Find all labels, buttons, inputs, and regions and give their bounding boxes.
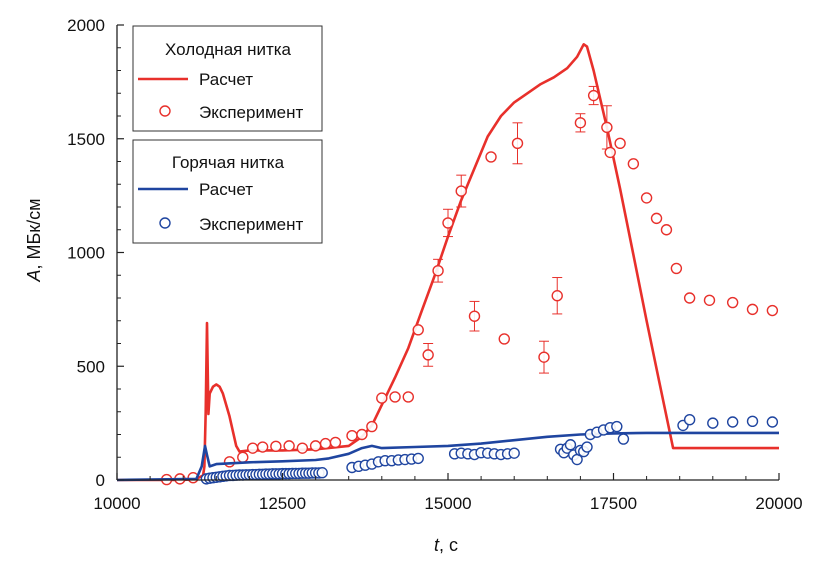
x-tick-label: 10000 xyxy=(93,494,140,513)
data-point-hot xyxy=(316,467,328,479)
data-point-cold xyxy=(389,391,401,403)
data-point-cold xyxy=(498,333,510,345)
data-point-cold xyxy=(356,428,368,441)
x-tick-label: 17500 xyxy=(590,494,637,513)
data-point-cold xyxy=(703,294,716,306)
legend-hot-line-label: Расчет xyxy=(199,180,253,199)
y-tick-label: 0 xyxy=(96,471,105,490)
legend-cold-marker-swatch xyxy=(159,105,171,117)
data-point-hot xyxy=(581,441,593,453)
data-point-cold xyxy=(670,262,683,275)
data-point-hot xyxy=(766,416,779,428)
data-point-hot xyxy=(508,447,520,459)
data-point-cold xyxy=(270,440,282,453)
data-point-cold xyxy=(683,292,696,304)
data-point-cold xyxy=(746,303,759,316)
data-point-cold xyxy=(309,440,322,452)
data-point-cold xyxy=(551,290,563,302)
x-tick-label: 12500 xyxy=(259,494,306,513)
data-point-cold xyxy=(455,185,467,197)
y-axis-title-unit: , МБк/см xyxy=(24,198,44,269)
legend-hot-marker-swatch xyxy=(159,217,171,229)
series-line-hot xyxy=(116,431,779,482)
data-point-cold xyxy=(660,224,673,236)
y-axis-title-symbol: A xyxy=(24,270,44,283)
legend-hot-box xyxy=(132,139,323,244)
data-point-cold xyxy=(614,137,626,150)
data-point-hot xyxy=(683,414,696,426)
data-point-cold xyxy=(432,265,444,277)
data-point-cold xyxy=(223,456,236,468)
data-point-cold xyxy=(640,192,653,204)
data-point-cold xyxy=(485,151,497,163)
data-point-hot xyxy=(611,420,623,433)
data-point-cold xyxy=(422,349,434,361)
data-point-cold xyxy=(766,304,779,317)
y-tick-label: 2000 xyxy=(67,16,105,35)
legend-hot-group: Горячая нитка Расчет Эксперимент xyxy=(132,139,323,244)
data-point-cold xyxy=(247,442,259,454)
data-point-hot xyxy=(412,452,424,465)
legend-hot-marker-label: Эксперимент xyxy=(199,215,303,234)
data-point-cold xyxy=(402,391,414,403)
data-point-hot xyxy=(564,439,577,451)
data-point-cold xyxy=(511,137,524,150)
data-point-hot xyxy=(617,433,630,445)
x-tick-label: 15000 xyxy=(424,494,471,513)
legend-cold-group: Холодная нитка Расчет Эксперимент xyxy=(132,25,323,132)
legend-cold-marker-label: Эксперимент xyxy=(199,103,303,122)
x-axis-title: t, с xyxy=(434,535,458,555)
legend-cold-title: Холодная нитка xyxy=(165,40,292,59)
data-point-cold xyxy=(256,441,269,453)
data-point-cold xyxy=(650,212,663,225)
data-point-cold xyxy=(604,146,616,159)
data-point-cold xyxy=(726,296,739,309)
data-point-cold xyxy=(442,217,454,229)
data-point-cold xyxy=(601,121,613,134)
x-axis-title-unit: , с xyxy=(439,535,458,555)
y-tick-label: 1500 xyxy=(67,130,105,149)
series-line-cold xyxy=(117,43,779,482)
data-point-cold xyxy=(296,442,309,454)
data-point-cold xyxy=(587,89,600,102)
data-point-cold xyxy=(366,420,378,433)
ticks: 10000 12500 15000 17500 20000 0 500 1000 1500 200… xyxy=(67,16,802,513)
data-point-hot xyxy=(726,416,739,428)
x-tick-label: 20000 xyxy=(755,494,802,513)
x-axis-title-symbol: t xyxy=(434,535,440,555)
y-tick-label: 1000 xyxy=(67,244,105,263)
plot-area xyxy=(116,43,779,486)
data-point-cold xyxy=(346,429,358,442)
data-point-cold xyxy=(627,158,640,170)
y-tick-label: 500 xyxy=(77,357,105,376)
data-point-cold xyxy=(412,324,424,336)
data-point-hot xyxy=(746,415,759,428)
data-point-cold xyxy=(376,392,388,404)
data-point-cold xyxy=(237,451,249,463)
data-point-cold xyxy=(538,351,550,363)
data-point-cold xyxy=(319,437,332,450)
legend-cold-line-label: Расчет xyxy=(199,70,253,89)
legend-hot-title: Горячая нитка xyxy=(172,153,285,172)
y-axis-title: A, МБк/см xyxy=(24,198,44,282)
data-point-cold xyxy=(329,436,342,449)
data-point-hot xyxy=(707,417,719,429)
data-point-cold xyxy=(468,310,481,322)
data-point-cold xyxy=(574,117,587,129)
data-point-cold xyxy=(283,440,295,452)
